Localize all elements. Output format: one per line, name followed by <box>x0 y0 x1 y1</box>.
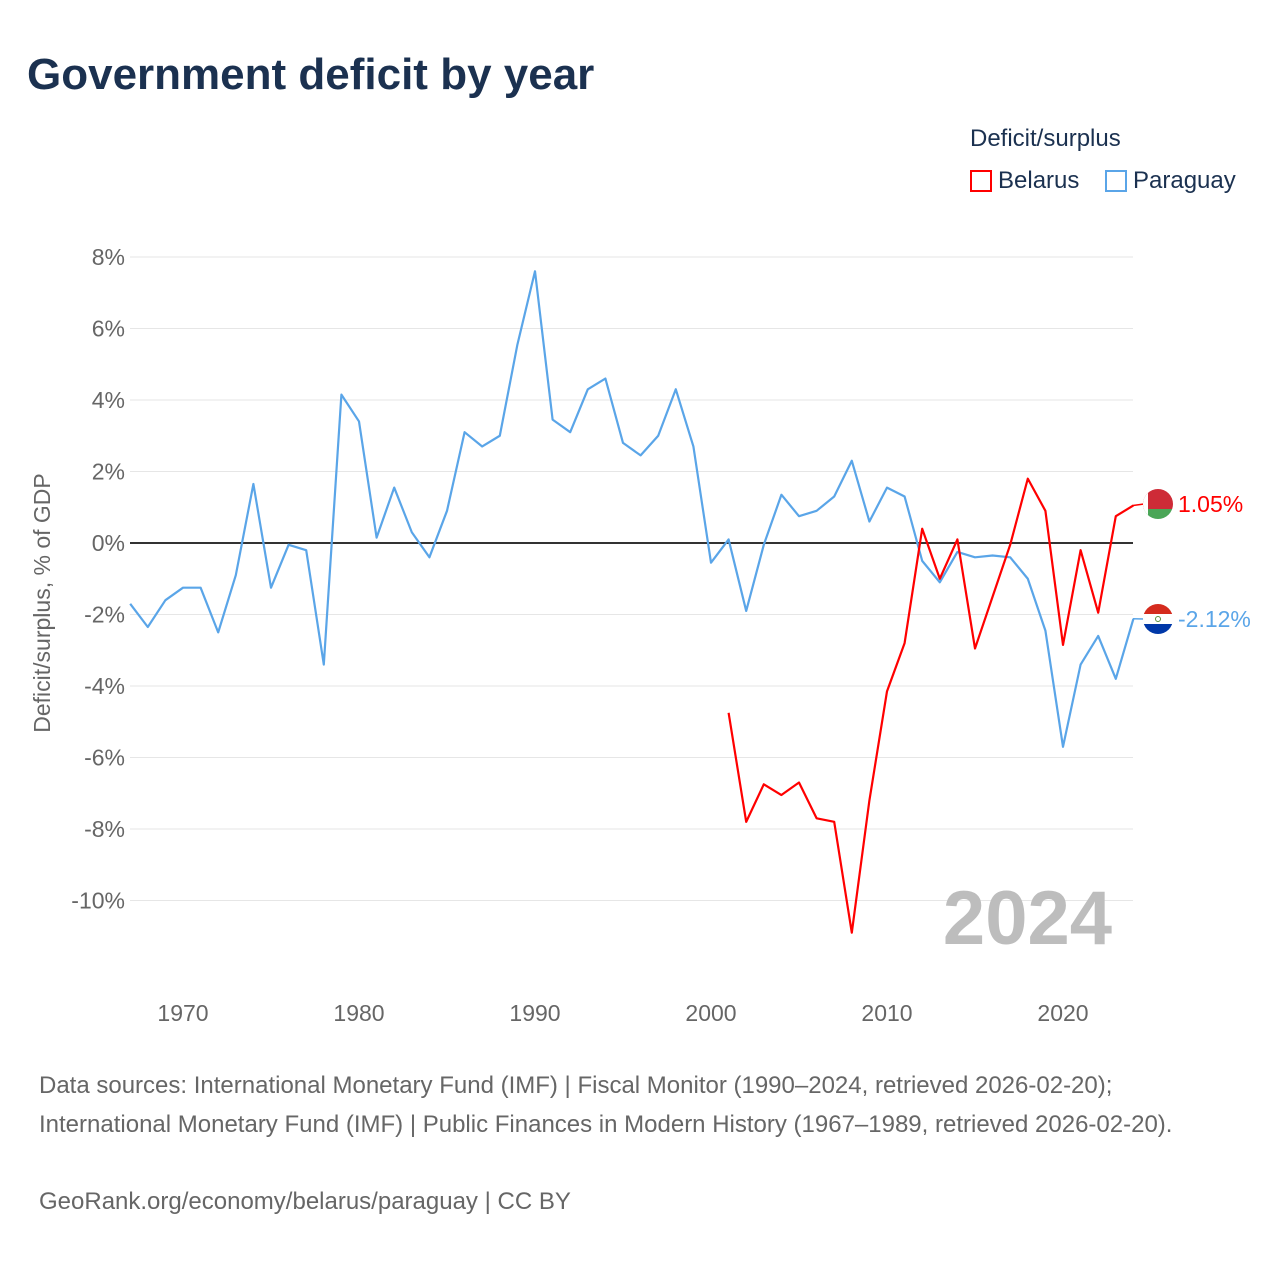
y-axis-label: Deficit/surplus, % of GDP <box>29 473 55 732</box>
flag-paraguay-emblem <box>1155 616 1161 622</box>
legend-label-paraguay: Paraguay <box>1133 167 1236 194</box>
y-tick-label: 8% <box>92 244 125 270</box>
x-tick-label: 1990 <box>509 1000 560 1026</box>
flag-paraguay-red <box>1143 604 1173 614</box>
legend-item-paraguay[interactable]: Paraguay <box>1105 167 1236 195</box>
flag-paraguay-white <box>1143 614 1173 624</box>
x-tick-label: 2020 <box>1037 1000 1088 1026</box>
end-connector <box>1132 503 1145 507</box>
y-tick-label: 2% <box>92 459 125 485</box>
x-tick-label: 1970 <box>157 1000 208 1026</box>
data-sources: Data sources: International Monetary Fun… <box>39 1072 1173 1138</box>
end-value-label-belarus: 1.05% <box>1178 491 1243 517</box>
y-tick-label: -2% <box>84 602 125 628</box>
series-line-paraguay <box>129 270 1135 748</box>
y-tick-label: 4% <box>92 387 125 413</box>
y-tick-label: -10% <box>71 888 125 914</box>
end-value-label-paraguay: -2.12% <box>1178 606 1251 632</box>
y-tick-label: -6% <box>84 745 125 771</box>
flag-belarus-green <box>1143 509 1173 519</box>
legend-title: Deficit/surplus <box>970 125 1121 152</box>
y-tick-label: -4% <box>84 673 125 699</box>
y-tick-label: 0% <box>92 530 125 556</box>
y-tick-label: 6% <box>92 316 125 342</box>
flag-belarus-red <box>1143 489 1173 509</box>
legend-label-belarus: Belarus <box>998 167 1080 194</box>
x-tick-label: 1980 <box>333 1000 384 1026</box>
y-tick-label: -8% <box>84 816 125 842</box>
chart-title: Government deficit by year <box>27 50 595 99</box>
x-tick-label: 2010 <box>861 1000 912 1026</box>
legend-swatch-paraguay <box>1105 170 1127 192</box>
series-line-belarus <box>727 477 1134 934</box>
source-link[interactable]: GeoRank.org/economy/belarus/paraguay | C… <box>39 1188 571 1215</box>
line-chart: 8% 6% 4% 2% 0% -2% -4% -6% -8% -10% 1970 1980 1990 20… <box>29 244 1251 1026</box>
legend-swatch-belarus <box>970 170 992 192</box>
year-watermark: 2024 <box>943 876 1112 961</box>
flag-belarus-ornament <box>1143 489 1148 519</box>
x-tick-label: 2000 <box>685 1000 736 1026</box>
legend-item-belarus[interactable]: Belarus <box>970 167 1079 195</box>
flag-paraguay-blue <box>1143 624 1173 634</box>
